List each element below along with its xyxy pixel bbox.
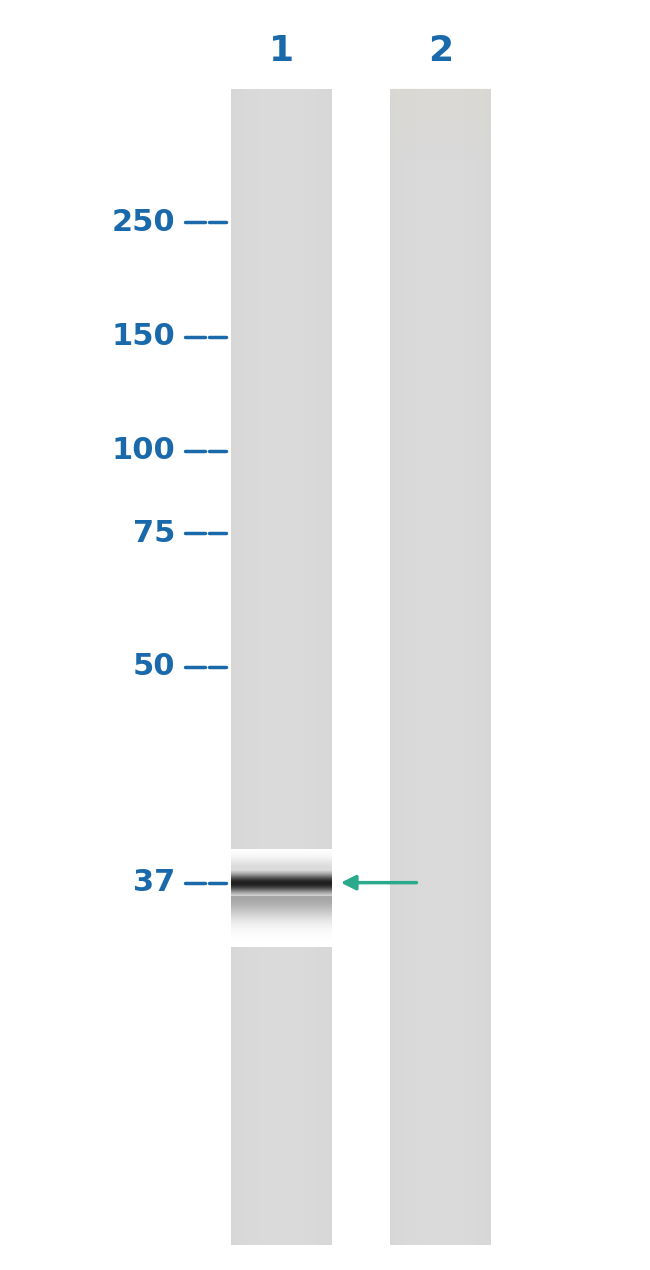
Text: 1: 1 (268, 34, 294, 67)
Text: 50: 50 (133, 653, 176, 681)
Text: 37: 37 (133, 869, 176, 897)
Text: 100: 100 (112, 437, 176, 465)
Text: 250: 250 (112, 208, 176, 236)
Text: 75: 75 (133, 519, 176, 547)
Text: 2: 2 (428, 34, 453, 67)
Text: 150: 150 (112, 323, 176, 351)
